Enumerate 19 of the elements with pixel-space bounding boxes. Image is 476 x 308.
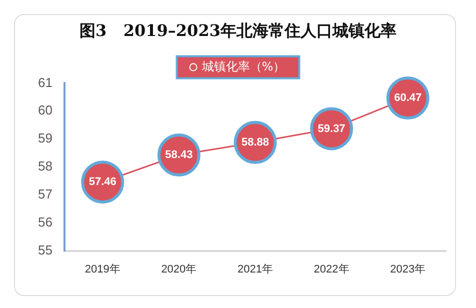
- data-label: 58.88: [241, 136, 269, 148]
- data-label: 59.37: [318, 122, 346, 135]
- data-label: 60.47: [394, 92, 422, 104]
- x-tick-label: 2020年: [161, 263, 197, 276]
- x-tick-label: 2023年: [390, 263, 426, 276]
- x-tick-label: 2021年: [237, 263, 273, 276]
- y-tick-label: 59: [38, 130, 52, 146]
- data-label: 57.46: [88, 176, 116, 188]
- chart-title: 图3 2019–2023年北海常住人口城镇化率: [80, 20, 396, 40]
- x-tick-label: 2019年: [84, 263, 120, 276]
- y-tick-label: 61: [38, 74, 52, 90]
- x-tick-label: 2022年: [314, 263, 350, 276]
- y-tick-label: 60: [38, 102, 52, 118]
- data-label: 58.43: [165, 149, 193, 162]
- y-tick-label: 56: [38, 214, 52, 230]
- legend-label: 城镇化率（%）: [200, 59, 286, 74]
- y-tick-label: 57: [38, 186, 52, 202]
- y-tick-label: 58: [38, 158, 52, 174]
- y-tick-label: 55: [38, 242, 52, 258]
